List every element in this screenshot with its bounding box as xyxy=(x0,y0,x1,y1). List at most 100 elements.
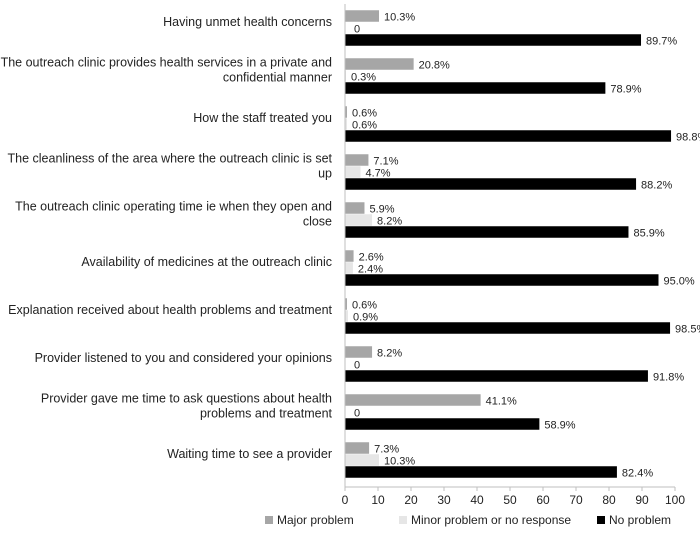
value-label: 10.3% xyxy=(384,11,415,23)
category-label-line: Provider gave me time to ask questions a… xyxy=(41,392,332,406)
bar xyxy=(345,166,361,178)
value-label: 78.9% xyxy=(610,83,641,95)
legend-swatch xyxy=(265,516,273,524)
bar xyxy=(345,262,353,274)
x-tick-label: 70 xyxy=(569,493,583,507)
x-axis: 0 10 20 30 40 50 60 70 80 90 100 xyxy=(342,4,685,507)
bar xyxy=(345,298,347,310)
bar xyxy=(345,274,659,286)
value-label: 0.3% xyxy=(351,71,376,83)
bar xyxy=(345,454,379,466)
value-label: 0.6% xyxy=(352,299,377,311)
value-label: 7.1% xyxy=(373,155,398,167)
category-label-line: Waiting time to see a provider xyxy=(167,447,332,461)
x-tick-label: 10 xyxy=(371,493,385,507)
bar xyxy=(345,154,369,166)
legend-label: Major problem xyxy=(277,513,354,527)
bars xyxy=(345,10,672,478)
category-label-line: Having unmet health concerns xyxy=(163,15,332,29)
category-label: Having unmet health concerns xyxy=(163,15,332,29)
bar xyxy=(345,466,617,478)
category-label: How the staff treated you xyxy=(193,111,332,125)
category-label-line: problems and treatment xyxy=(200,407,333,421)
value-label: 2.6% xyxy=(359,251,384,263)
x-tick-label: 80 xyxy=(602,493,616,507)
bar xyxy=(345,106,347,118)
value-label: 98.5% xyxy=(675,323,700,335)
bar xyxy=(345,370,648,382)
bar xyxy=(345,226,629,238)
category-labels: Having unmet health concerns The outreach… xyxy=(1,15,333,461)
value-label: 95.0% xyxy=(664,275,695,287)
category-label: Waiting time to see a provider xyxy=(167,447,332,461)
category-label-line: Availability of medicines at the outreac… xyxy=(81,255,332,269)
x-tick-label: 30 xyxy=(437,493,451,507)
value-label: 91.8% xyxy=(653,371,684,383)
value-label: 8.2% xyxy=(377,215,402,227)
category-label: The outreach clinic operating time ie wh… xyxy=(15,200,332,229)
category-label-line: up xyxy=(318,167,332,181)
bar xyxy=(345,394,481,406)
x-tick-label: 60 xyxy=(536,493,550,507)
bar xyxy=(345,178,637,190)
value-label: 0 xyxy=(354,23,360,35)
value-label: 98.8% xyxy=(676,131,700,143)
value-label: 89.7% xyxy=(646,35,677,47)
value-label: 10.3% xyxy=(384,455,415,467)
category-label-line: The outreach clinic provides health serv… xyxy=(1,56,332,70)
value-label: 0 xyxy=(354,359,360,371)
category-label: The outreach clinic provides health serv… xyxy=(1,56,332,85)
value-label: 0.6% xyxy=(352,119,377,131)
value-label: 41.1% xyxy=(486,395,517,407)
value-labels: 10.3%089.7%20.8%0.3%78.9%0.6%0.6%98.8%7.… xyxy=(351,11,700,479)
x-tick-label: 100 xyxy=(665,493,685,507)
category-label: The cleanliness of the area where the ou… xyxy=(8,152,333,181)
bar xyxy=(345,310,348,322)
bar xyxy=(345,442,370,454)
value-label: 2.4% xyxy=(358,263,383,275)
legend-swatch xyxy=(399,516,407,524)
category-label-line: Explanation received about health proble… xyxy=(8,303,332,317)
legend: Major problem Minor problem or no respons… xyxy=(265,513,671,527)
x-tick-label: 20 xyxy=(404,493,418,507)
value-label: 4.7% xyxy=(366,167,391,179)
bar xyxy=(345,10,379,22)
x-tick-label: 40 xyxy=(470,493,484,507)
value-label: 58.9% xyxy=(544,419,575,431)
x-tick-label: 0 xyxy=(342,493,349,507)
legend-label: Minor problem or no response xyxy=(411,513,571,527)
legend-swatch xyxy=(597,516,605,524)
category-label: Explanation received about health proble… xyxy=(8,303,332,317)
value-label: 8.2% xyxy=(377,347,402,359)
category-label-line: confidential manner xyxy=(223,71,332,85)
category-label-line: close xyxy=(303,215,332,229)
value-label: 88.2% xyxy=(641,179,672,191)
category-label-line: The cleanliness of the area where the ou… xyxy=(8,152,333,166)
bar xyxy=(345,130,672,142)
bar xyxy=(345,214,373,226)
value-label: 7.3% xyxy=(374,443,399,455)
value-label: 0 xyxy=(354,407,360,419)
value-label: 0.9% xyxy=(353,311,378,323)
bar xyxy=(345,418,540,430)
value-label: 0.6% xyxy=(352,107,377,119)
bar xyxy=(345,118,347,130)
bar xyxy=(345,34,642,46)
category-label-line: The outreach clinic operating time ie wh… xyxy=(15,200,332,214)
bar xyxy=(345,202,365,214)
value-label: 85.9% xyxy=(633,227,664,239)
category-label: Provider gave me time to ask questions a… xyxy=(41,392,333,421)
bar xyxy=(345,82,606,94)
bar xyxy=(345,322,671,334)
x-tick-label: 50 xyxy=(503,493,517,507)
value-label: 82.4% xyxy=(622,467,653,479)
bar xyxy=(345,250,354,262)
x-tick-label: 90 xyxy=(635,493,649,507)
bar xyxy=(345,346,373,358)
category-label-line: Provider listened to you and considered … xyxy=(35,351,332,365)
category-label: Availability of medicines at the outreac… xyxy=(81,255,332,269)
value-label: 5.9% xyxy=(369,203,394,215)
category-label: Provider listened to you and considered … xyxy=(35,351,332,365)
category-label-line: How the staff treated you xyxy=(193,111,332,125)
